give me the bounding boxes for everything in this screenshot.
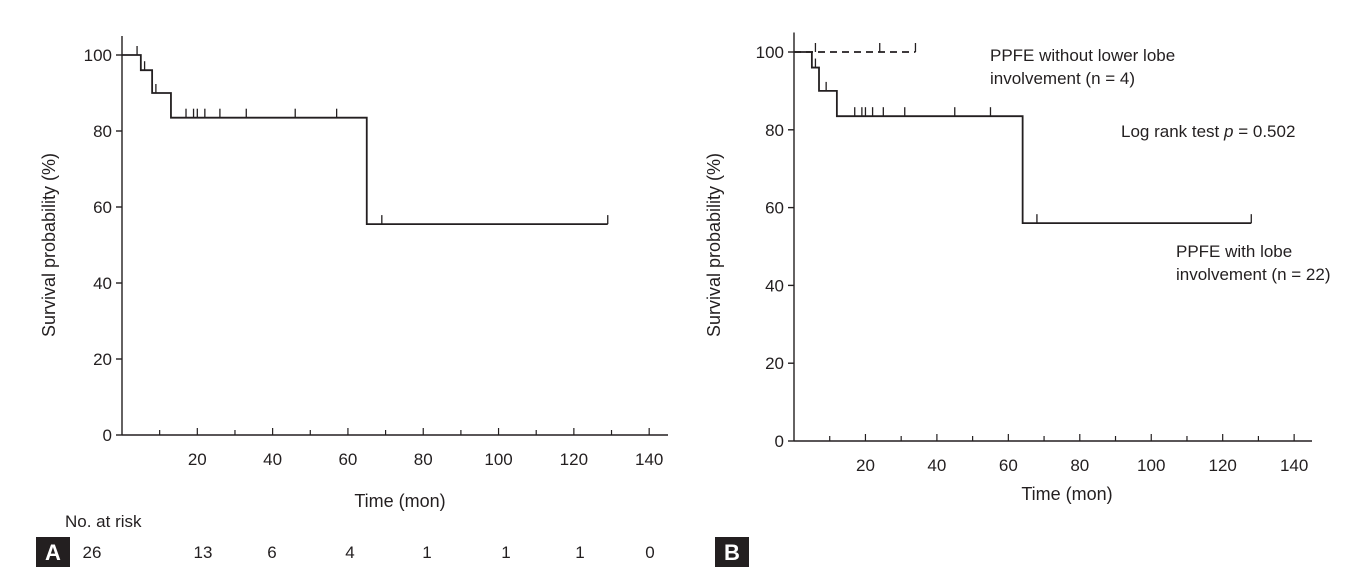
log-rank-p: p xyxy=(1223,122,1233,141)
log-rank-test: Log rank test p = 0.502 xyxy=(1121,122,1295,141)
panel-b-x-tick-label: 140 xyxy=(1280,456,1308,475)
panel-b-x-tick-label: 40 xyxy=(927,456,946,475)
log-rank-value: = 0.502 xyxy=(1233,122,1295,141)
panel-a-y-tick-label: 40 xyxy=(93,274,112,293)
panel-b: 0 20 40 60 80 100 20 40 60 80 100 120 140 Time (mon)… xyxy=(704,32,1331,567)
panel-b-y-tick-label: 60 xyxy=(765,199,784,218)
panel-a-x-tick-label: 120 xyxy=(560,450,588,469)
risk-table-value: 4 xyxy=(345,543,354,562)
risk-table-value: 0 xyxy=(645,543,654,562)
panel-b-x-tick-label: 80 xyxy=(1070,456,1089,475)
panel-b-x-tick-label: 60 xyxy=(999,456,1018,475)
risk-table-value: 6 xyxy=(267,543,276,562)
panel-b-y-tick-label: 40 xyxy=(765,276,784,295)
risk-table-value: 1 xyxy=(575,543,584,562)
panel-b-y-axis-title: Survival probability (%) xyxy=(704,153,724,337)
panel-a-series-solid-line xyxy=(122,54,608,226)
risk-table-values: 26 13 6 4 1 1 1 0 xyxy=(83,543,655,562)
panel-b-y-tick-label: 20 xyxy=(765,354,784,373)
risk-table-label: No. at risk xyxy=(65,512,142,531)
panel-b-plot: 0 20 40 60 80 100 20 40 60 80 100 120 140 xyxy=(756,32,1312,475)
panel-a-y-tick-label: 0 xyxy=(103,426,112,445)
panel-a-plot: 0 20 40 60 80 100 20 40 60 80 100 120 140 xyxy=(84,36,668,469)
dashed-series-label-line1: PPFE without lower lobe xyxy=(990,46,1175,65)
panel-b-x-tick-label: 120 xyxy=(1209,456,1237,475)
panel-a-x-axis-title: Time (mon) xyxy=(354,491,445,511)
panel-a-x-tick-label: 20 xyxy=(188,450,207,469)
panel-a-x-tick-label: 40 xyxy=(263,450,282,469)
panel-b-x-tick-label: 100 xyxy=(1137,456,1165,475)
panel-a-x-tick-label: 60 xyxy=(338,450,357,469)
panel-a-x-tick-label: 140 xyxy=(635,450,663,469)
risk-table-value: 26 xyxy=(83,543,102,562)
panel-b-y-tick-label: 0 xyxy=(775,432,784,451)
dashed-series-label-line2: involvement (n = 4) xyxy=(990,69,1135,88)
panel-a-x-tick-label: 80 xyxy=(414,450,433,469)
risk-table-value: 1 xyxy=(422,543,431,562)
panel-b-x-axis-title: Time (mon) xyxy=(1021,484,1112,504)
panel-b-x-tick-label: 20 xyxy=(856,456,875,475)
panel-b-y-tick-label: 100 xyxy=(756,43,784,62)
panel-b-series-solid-line xyxy=(794,51,1252,225)
panel-b-badge xyxy=(715,537,749,567)
risk-table-value: 1 xyxy=(501,543,510,562)
solid-series-label-line2: involvement (n = 22) xyxy=(1176,265,1331,284)
panel-a-y-tick-label: 20 xyxy=(93,350,112,369)
panel-a-badge xyxy=(36,537,70,567)
panel-a-y-axis-title: Survival probability (%) xyxy=(39,153,59,337)
risk-table-value: 13 xyxy=(194,543,213,562)
panel-a-y-tick-label: 80 xyxy=(93,122,112,141)
panel-a-y-tick-label: 60 xyxy=(93,198,112,217)
panel-a-x-tick-label: 100 xyxy=(484,450,512,469)
panel-a-y-tick-label: 100 xyxy=(84,46,112,65)
panel-b-letter: B xyxy=(724,540,740,565)
log-rank-prefix: Log rank test xyxy=(1121,122,1224,141)
panel-a-letter: A xyxy=(45,540,61,565)
solid-series-label-line1: PPFE with lobe xyxy=(1176,242,1292,261)
panel-b-y-tick-label: 80 xyxy=(765,121,784,140)
